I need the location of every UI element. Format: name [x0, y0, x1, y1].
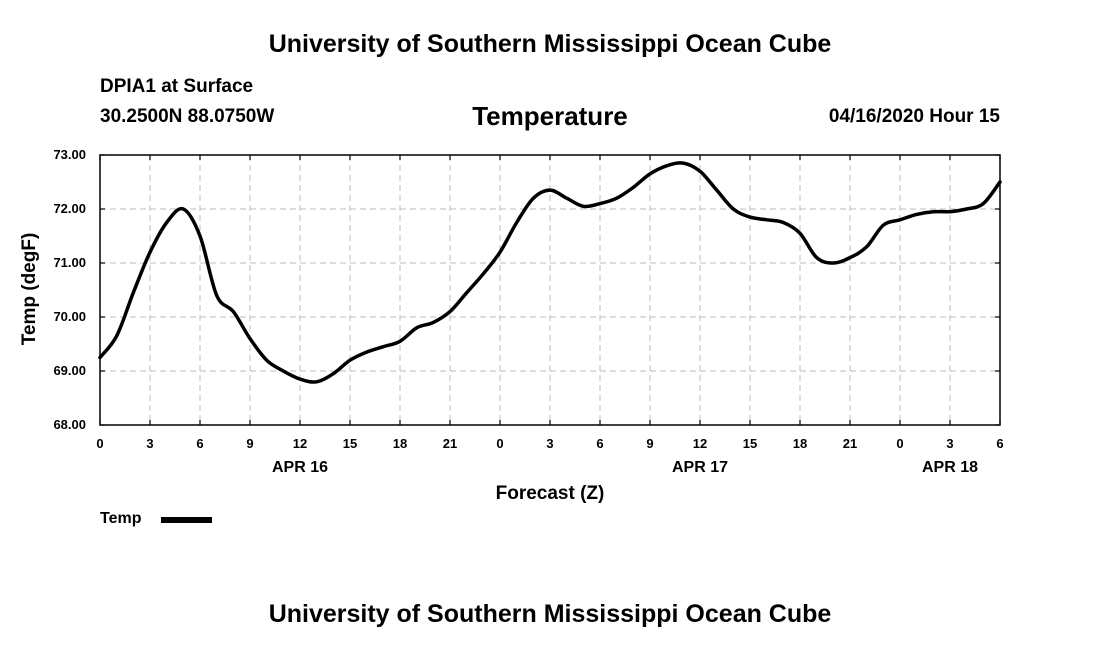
y-tick-label: 73.00: [53, 147, 86, 162]
station-label: DPIA1 at Surface: [100, 76, 254, 97]
x-tick-label: 15: [742, 436, 758, 451]
y-tick-label: 71.00: [53, 255, 86, 270]
y-axis-label: Temp (degF): [19, 232, 40, 346]
footer-title: University of Southern Mississippi Ocean…: [268, 600, 832, 628]
variable-title: Temperature: [472, 101, 628, 131]
x-tick-label: 12: [292, 436, 308, 451]
x-tick-label: 0: [496, 436, 504, 451]
x-tick-label: 3: [146, 436, 154, 451]
x-tick-label: 0: [96, 436, 104, 451]
x-tick-label: 21: [842, 436, 858, 451]
y-tick-label: 69.00: [53, 363, 86, 378]
x-axis-label: Forecast (Z): [495, 483, 605, 504]
legend-label: Temp: [100, 510, 142, 527]
chart-title: University of Southern Mississippi Ocean…: [268, 30, 832, 58]
date-label: APR 16: [271, 459, 329, 476]
date-label: APR 18: [921, 459, 979, 476]
x-tick-label: 21: [442, 436, 458, 451]
x-tick-label: 18: [392, 436, 408, 451]
grid-lines: [99, 154, 1001, 426]
y-tick-label: 72.00: [53, 201, 86, 216]
x-tick-label: 9: [246, 436, 254, 451]
x-tick-label: 3: [946, 436, 954, 451]
x-tick-label: 9: [646, 436, 654, 451]
x-tick-label: 0: [896, 436, 904, 451]
y-tick-label: 70.00: [53, 309, 86, 324]
x-tick-label: 6: [996, 436, 1004, 451]
date-label: APR 17: [671, 459, 729, 476]
x-tick-label: 18: [792, 436, 808, 451]
station-coords: 30.2500N 88.0750W: [100, 106, 275, 127]
x-tick-label: 6: [596, 436, 604, 451]
x-tick-label: 15: [342, 436, 358, 451]
y-tick-label: 68.00: [53, 417, 86, 432]
x-tick-label: 6: [196, 436, 204, 451]
axis-ticks: [99, 154, 1001, 426]
x-tick-label: 3: [546, 436, 554, 451]
x-tick-label: 12: [692, 436, 708, 451]
forecast-datetime: 04/16/2020 Hour 15: [828, 106, 1000, 127]
temp-series-line: [98, 161, 1002, 384]
